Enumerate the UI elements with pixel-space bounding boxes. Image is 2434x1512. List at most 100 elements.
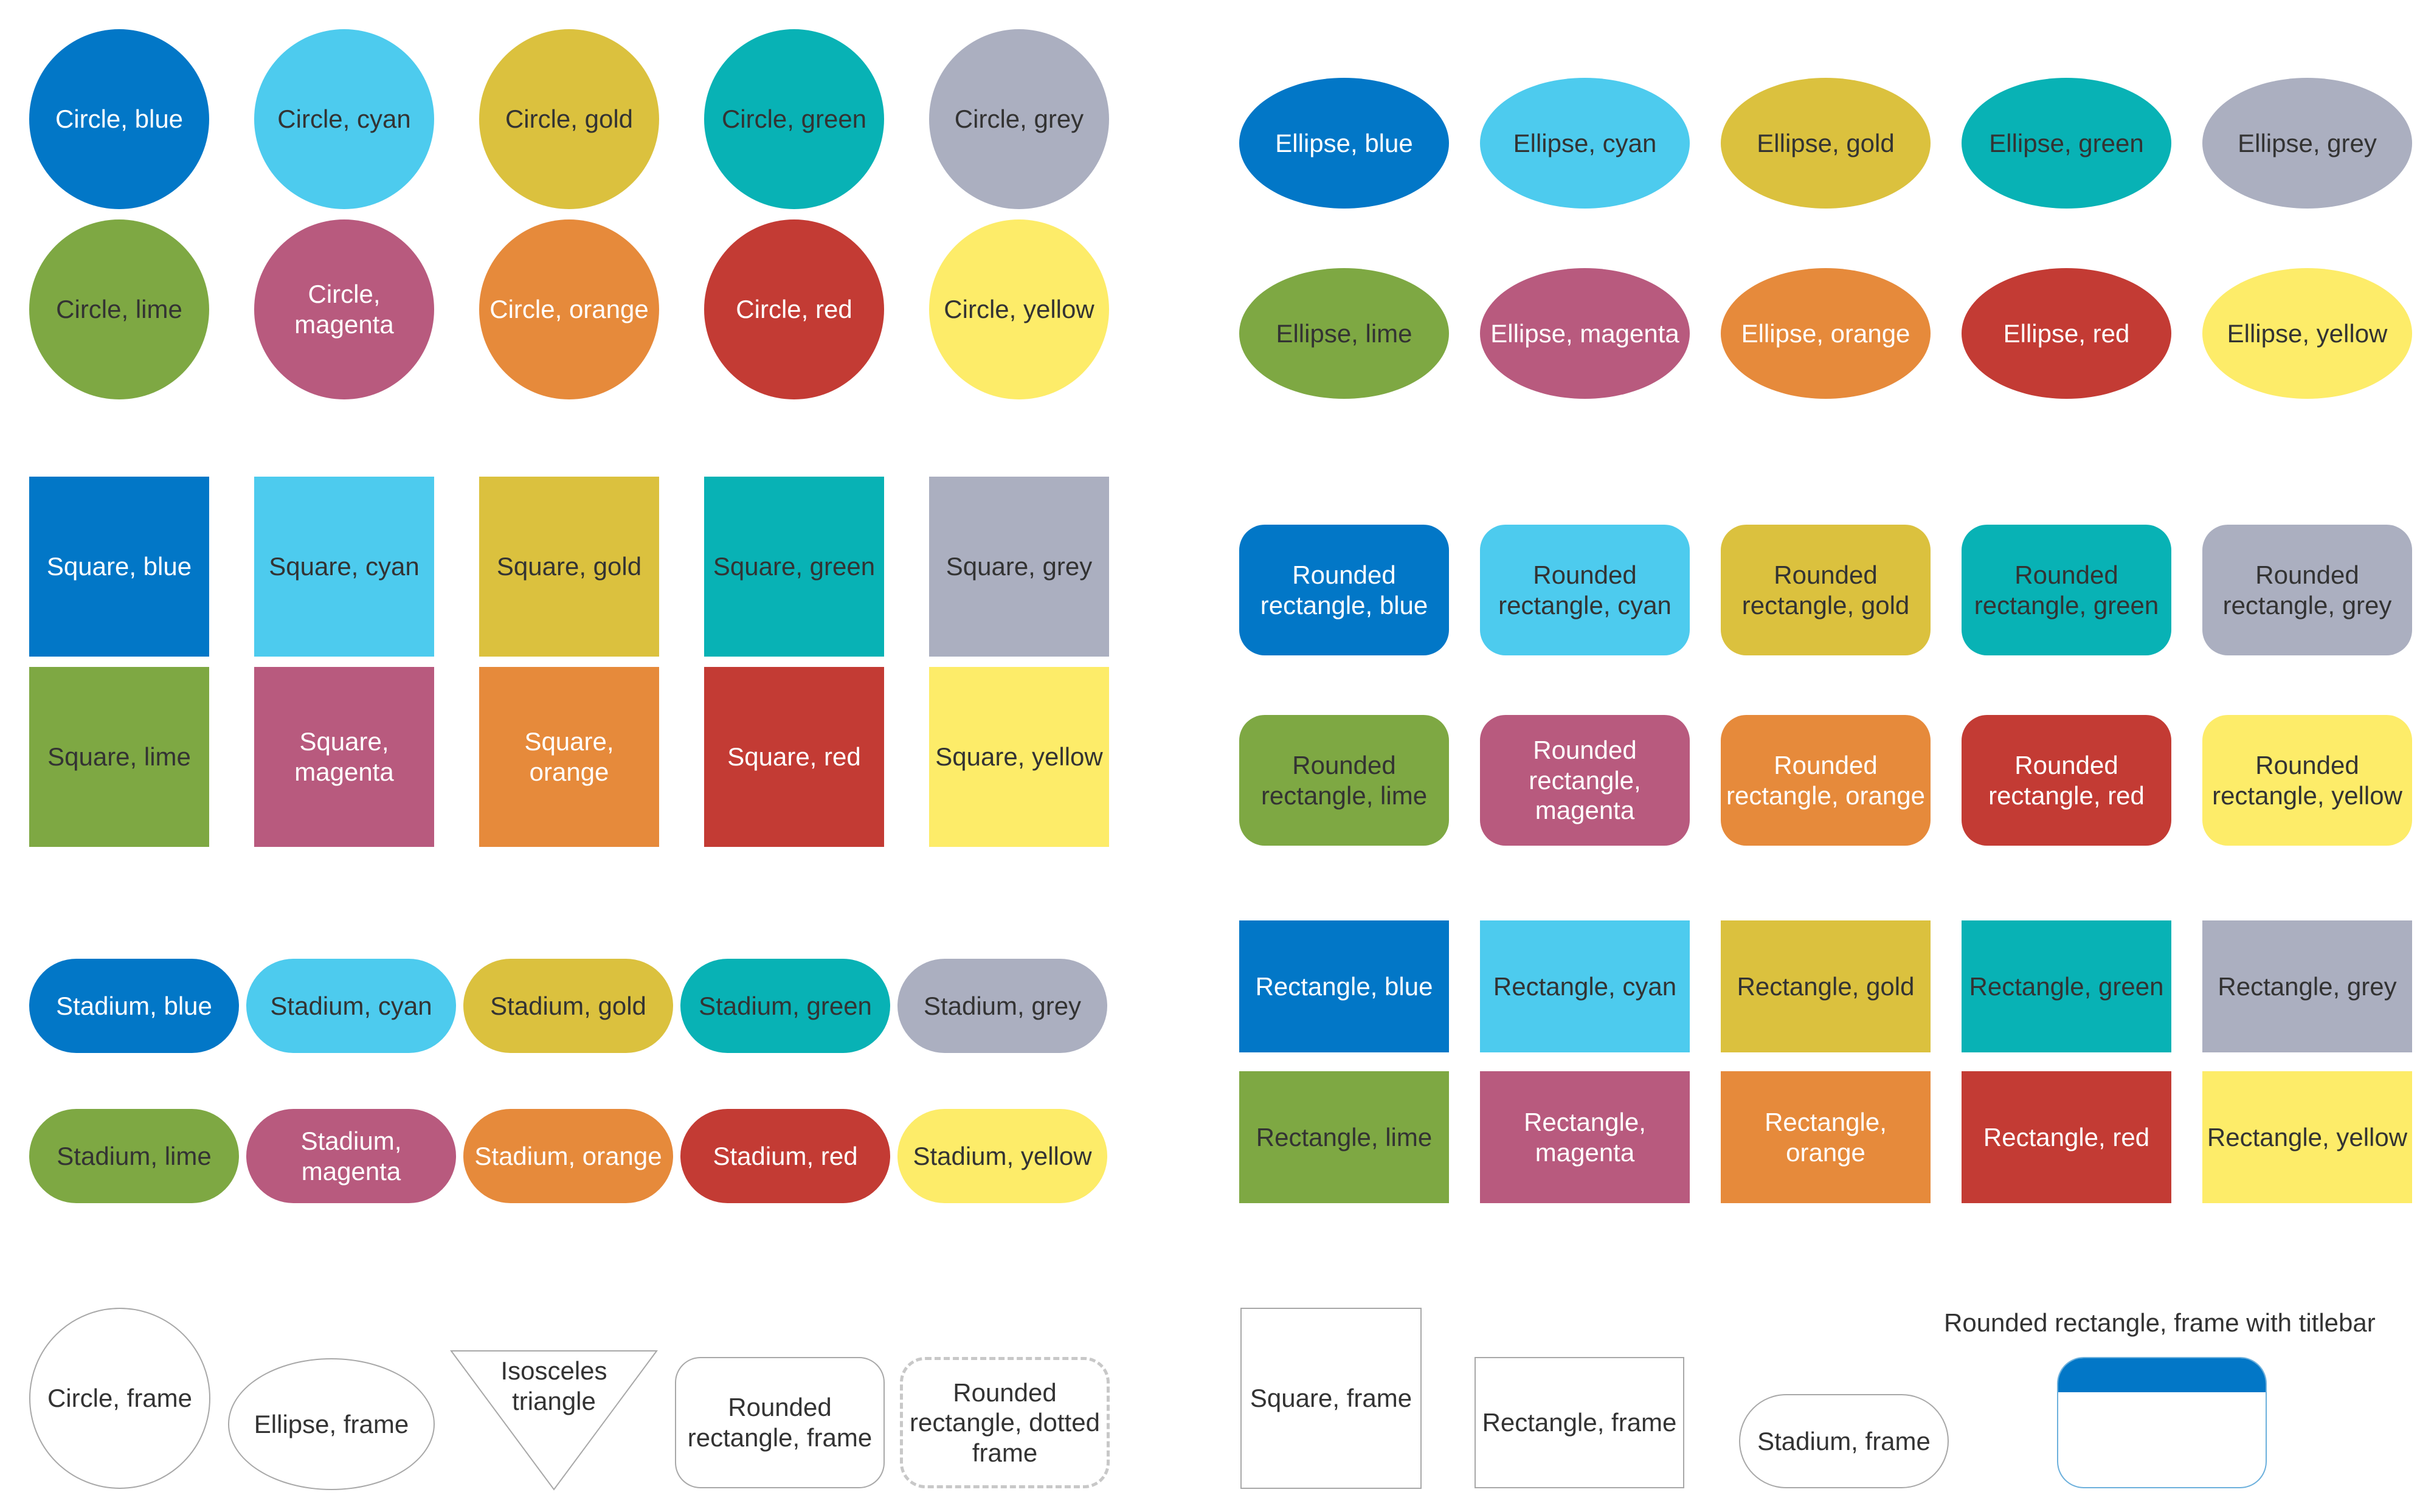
rectangles-green[interactable]: Rectangle, green [1962, 920, 2171, 1052]
stadiums-magenta[interactable]: Stadium, magenta [246, 1109, 456, 1203]
isosceles-triangle-label-box: Isosceles triangle [468, 1356, 640, 1415]
circles-orange[interactable]: Circle, orange [479, 219, 659, 399]
squares-orange[interactable]: Square, orange [479, 667, 659, 847]
circles-label: Circle, orange [489, 295, 649, 324]
stadiums-label: Stadium, blue [56, 991, 212, 1020]
stadiums-cyan[interactable]: Stadium, cyan [246, 959, 456, 1053]
rounded-rectangles-blue[interactable]: Rounded rectangle, blue [1239, 525, 1449, 655]
circles-grey[interactable]: Circle, grey [929, 29, 1109, 209]
ellipses-cyan[interactable]: Ellipse, cyan [1480, 78, 1690, 209]
isosceles-triangle-frame[interactable] [450, 1350, 658, 1491]
rounded-rectangles-label: Rounded rectangle, yellow [2212, 750, 2402, 810]
rounded-rectangles-orange[interactable]: Rounded rectangle, orange [1721, 715, 1931, 846]
square-frame[interactable]: Square, frame [1240, 1308, 1422, 1489]
rounded-rectangles-green[interactable]: Rounded rectangle, green [1962, 525, 2171, 655]
stadiums-grey[interactable]: Stadium, grey [897, 959, 1107, 1053]
rectangles-yellow[interactable]: Rectangle, yellow [2202, 1071, 2412, 1203]
squares-green[interactable]: Square, green [704, 477, 884, 657]
rounded-rectangles-label: Rounded rectangle, cyan [1498, 560, 1672, 620]
circles-magenta[interactable]: Circle, magenta [254, 219, 434, 399]
isosceles-triangle-label: Isosceles triangle [500, 1356, 607, 1415]
rectangles-label: Rectangle, orange [1765, 1107, 1887, 1167]
ellipses-grey[interactable]: Ellipse, grey [2202, 78, 2412, 209]
rounded-rectangles-magenta[interactable]: Rounded rectangle, magenta [1480, 715, 1690, 846]
rectangles-gold[interactable]: Rectangle, gold [1721, 920, 1931, 1052]
stadiums-label: Stadium, green [699, 991, 872, 1020]
circles-label: Circle, blue [55, 105, 184, 134]
ellipses-blue[interactable]: Ellipse, blue [1239, 78, 1449, 209]
rectangles-lime[interactable]: Rectangle, lime [1239, 1071, 1449, 1203]
rounded-rectangle-frame[interactable]: Rounded rectangle, frame [675, 1357, 885, 1488]
rectangles-label: Rectangle, cyan [1493, 972, 1677, 1001]
ellipses-gold[interactable]: Ellipse, gold [1721, 78, 1931, 209]
circle-frame[interactable]: Circle, frame [29, 1308, 210, 1489]
stadiums-green[interactable]: Stadium, green [680, 959, 890, 1053]
ellipses-label: Ellipse, green [1989, 128, 2144, 157]
rounded-rectangles-label: Rounded rectangle, grey [2222, 560, 2392, 620]
ellipses-red[interactable]: Ellipse, red [1962, 268, 2171, 399]
stadiums-orange[interactable]: Stadium, orange [463, 1109, 673, 1203]
isosceles-triangle-shape [450, 1350, 658, 1491]
circles-red[interactable]: Circle, red [704, 219, 884, 399]
stadiums-yellow[interactable]: Stadium, yellow [897, 1109, 1107, 1203]
rounded-rectangle-dotted-frame[interactable]: Rounded rectangle, dotted frame [900, 1357, 1110, 1488]
rectangles-magenta[interactable]: Rectangle, magenta [1480, 1071, 1690, 1203]
circles-label: Circle, gold [505, 105, 634, 134]
stadium-frame[interactable]: Stadium, frame [1739, 1394, 1949, 1488]
squares-label: Square, orange [524, 727, 614, 786]
circles-label: Circle, magenta [294, 280, 394, 339]
ellipses-orange[interactable]: Ellipse, orange [1721, 268, 1931, 399]
ellipse-frame-label: Ellipse, frame [254, 1409, 409, 1438]
squares-magenta[interactable]: Square, magenta [254, 667, 434, 847]
ellipses-label: Ellipse, cyan [1513, 128, 1657, 157]
squares-label: Square, blue [46, 552, 192, 581]
rectangles-grey[interactable]: Rectangle, grey [2202, 920, 2412, 1052]
ellipse-frame[interactable]: Ellipse, frame [228, 1358, 435, 1490]
stadiums-lime[interactable]: Stadium, lime [29, 1109, 239, 1203]
rounded-rectangles-red[interactable]: Rounded rectangle, red [1962, 715, 2171, 846]
circles-gold[interactable]: Circle, gold [479, 29, 659, 209]
ellipses-label: Ellipse, gold [1757, 128, 1895, 157]
rectangles-blue[interactable]: Rectangle, blue [1239, 920, 1449, 1052]
squares-lime[interactable]: Square, lime [29, 667, 209, 847]
squares-label: Square, green [713, 552, 876, 581]
squares-grey[interactable]: Square, grey [929, 477, 1109, 657]
stadiums-red[interactable]: Stadium, red [680, 1109, 890, 1203]
ellipses-yellow[interactable]: Ellipse, yellow [2202, 268, 2412, 399]
rectangles-label: Rectangle, magenta [1524, 1107, 1646, 1167]
squares-red[interactable]: Square, red [704, 667, 884, 847]
ellipses-label: Ellipse, blue [1275, 128, 1413, 157]
circles-blue[interactable]: Circle, blue [29, 29, 209, 209]
rounded-rectangles-gold[interactable]: Rounded rectangle, gold [1721, 525, 1931, 655]
ellipses-label: Ellipse, orange [1741, 319, 1910, 348]
ellipses-green[interactable]: Ellipse, green [1962, 78, 2171, 209]
squares-cyan[interactable]: Square, cyan [254, 477, 434, 657]
rounded-rectangles-yellow[interactable]: Rounded rectangle, yellow [2202, 715, 2412, 846]
ellipses-label: Ellipse, yellow [2227, 319, 2388, 348]
stadiums-gold[interactable]: Stadium, gold [463, 959, 673, 1053]
squares-yellow[interactable]: Square, yellow [929, 667, 1109, 847]
stadiums-label: Stadium, cyan [270, 991, 432, 1020]
circles-yellow[interactable]: Circle, yellow [929, 219, 1109, 399]
rounded-rectangles-grey[interactable]: Rounded rectangle, grey [2202, 525, 2412, 655]
rounded-rectangles-lime[interactable]: Rounded rectangle, lime [1239, 715, 1449, 846]
squares-gold[interactable]: Square, gold [479, 477, 659, 657]
rounded-rectangles-cyan[interactable]: Rounded rectangle, cyan [1480, 525, 1690, 655]
squares-blue[interactable]: Square, blue [29, 477, 209, 657]
rounded-rectangle-titlebar-frame[interactable] [2057, 1357, 2267, 1488]
ellipses-magenta[interactable]: Ellipse, magenta [1480, 268, 1690, 399]
circles-lime[interactable]: Circle, lime [29, 219, 209, 399]
rounded-rectangles-label: Rounded rectangle, red [1988, 750, 2145, 810]
rectangles-cyan[interactable]: Rectangle, cyan [1480, 920, 1690, 1052]
circles-cyan[interactable]: Circle, cyan [254, 29, 434, 209]
stadiums-blue[interactable]: Stadium, blue [29, 959, 239, 1053]
rectangles-orange[interactable]: Rectangle, orange [1721, 1071, 1931, 1203]
squares-label: Square, magenta [294, 727, 394, 786]
stadiums-label: Stadium, magenta [300, 1126, 402, 1186]
rounded-rectangles-label: Rounded rectangle, gold [1741, 560, 1910, 620]
ellipses-lime[interactable]: Ellipse, lime [1239, 268, 1449, 399]
rounded-rectangle-frame-label: Rounded rectangle, frame [687, 1393, 873, 1452]
circles-green[interactable]: Circle, green [704, 29, 884, 209]
rectangle-frame[interactable]: Rectangle, frame [1475, 1357, 1684, 1488]
rectangles-red[interactable]: Rectangle, red [1962, 1071, 2171, 1203]
